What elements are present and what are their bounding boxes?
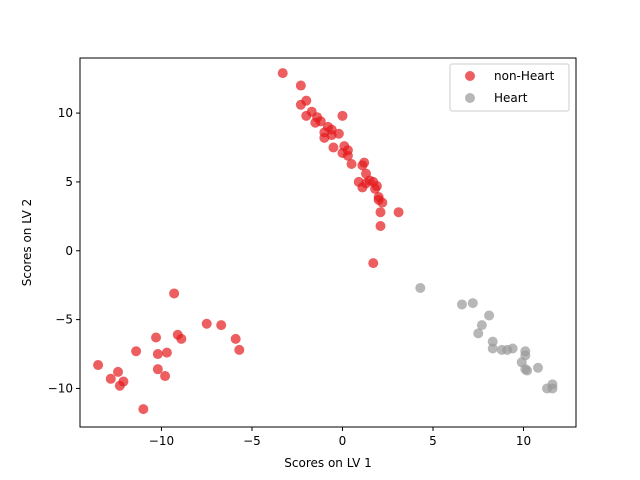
data-point-1-5 [484,310,495,321]
data-point-0-50 [161,347,172,358]
data-point-1-2 [467,298,478,309]
data-point-0-36 [377,197,388,208]
axes-frame [79,57,577,428]
y-tick-label-2: 0 [65,244,73,258]
data-point-0-37 [393,207,404,218]
data-point-1-0 [415,282,426,293]
legend-marker-0 [465,71,475,81]
data-point-0-55 [216,320,227,331]
y-axis-ticks: −10 −5 0 5 10 [48,106,80,395]
data-point-1-19 [547,383,558,394]
data-point-0-47 [152,349,163,360]
x-axis-ticks: −10 −5 0 5 10 [149,427,531,448]
data-point-0-45 [138,404,149,415]
data-point-0-54 [201,318,212,329]
data-point-0-46 [151,332,162,343]
legend-label-0: non-Heart [494,69,555,83]
data-point-0-8 [315,116,326,127]
data-point-0-49 [160,371,171,382]
data-point-0-34 [375,207,386,218]
data-point-0-35 [375,220,386,231]
legend-label-1: Heart [494,91,528,105]
data-point-0-20 [342,150,353,161]
data-point-0-43 [118,376,129,387]
data-point-0-44 [131,346,142,357]
data-point-0-53 [176,333,187,344]
data-point-0-57 [234,344,245,355]
y-tick-label-3: 5 [65,175,73,189]
x-axis-label: Scores on LV 1 [284,456,371,470]
data-point-0-38 [368,258,379,269]
points-layer [93,68,558,415]
data-point-0-14 [328,142,339,153]
data-point-0-16 [337,110,348,121]
y-axis-label: Scores on LV 2 [20,199,34,286]
x-tick-label-4: 10 [516,434,531,448]
data-point-0-56 [230,333,241,344]
x-tick-label-0: −10 [149,434,174,448]
data-point-1-10 [507,343,518,354]
data-point-1-4 [476,320,487,331]
data-point-0-3 [301,95,312,106]
data-point-0-1 [295,80,306,91]
data-point-1-1 [456,299,467,310]
x-tick-label-2: 0 [339,434,347,448]
data-point-0-40 [105,373,116,384]
data-point-0-39 [93,360,104,371]
x-tick-label-1: −5 [243,434,261,448]
data-point-0-0 [277,68,288,79]
data-point-0-25 [359,157,370,168]
y-tick-label-0: −10 [48,381,73,395]
legend-box [449,63,570,112]
data-point-0-21 [346,159,357,170]
y-tick-label-4: 10 [58,106,73,120]
data-point-1-16 [532,362,543,373]
data-point-0-48 [152,364,163,375]
y-tick-label-1: −5 [55,313,73,327]
data-point-1-15 [522,365,533,376]
data-point-1-3 [473,328,484,339]
data-point-1-13 [520,350,531,361]
data-point-1-7 [487,343,498,354]
legend: non-Heart Heart [449,63,570,112]
data-point-0-51 [169,288,180,299]
data-point-0-31 [371,181,382,192]
data-point-0-15 [333,128,344,139]
data-point-0-41 [113,366,124,377]
x-tick-label-3: 5 [429,434,437,448]
data-point-1-6 [487,336,498,347]
legend-marker-1 [465,93,475,103]
